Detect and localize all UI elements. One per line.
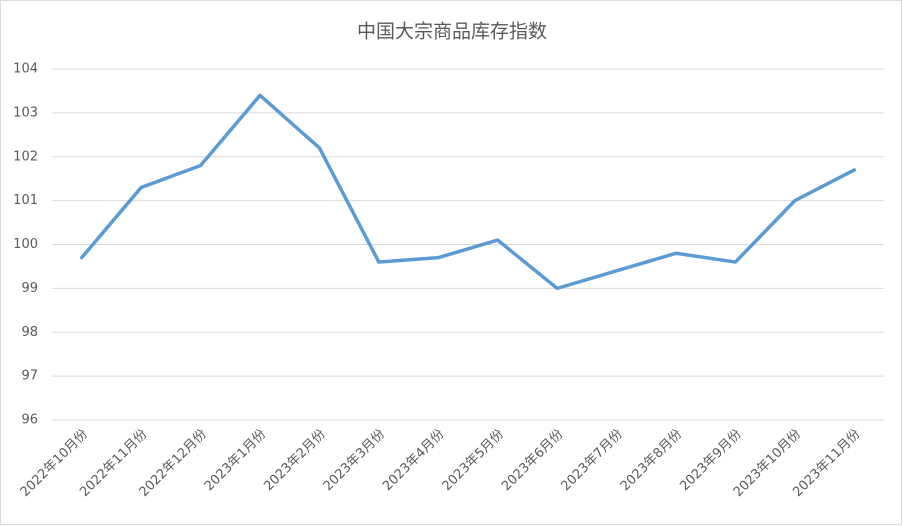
y-tick-label: 100 [13, 237, 38, 252]
chart-title: 中国大宗商品库存指数 [357, 21, 547, 43]
y-tick-label: 103 [13, 105, 38, 120]
y-tick-label: 98 [21, 325, 38, 340]
y-tick-label: 99 [21, 281, 38, 296]
y-tick-label: 96 [21, 413, 38, 428]
y-tick-label: 102 [13, 149, 38, 164]
line-series [79, 93, 857, 291]
y-tick-label: 101 [13, 193, 38, 208]
y-tick-label: 104 [13, 62, 38, 77]
y-tick-label: 97 [21, 369, 38, 384]
